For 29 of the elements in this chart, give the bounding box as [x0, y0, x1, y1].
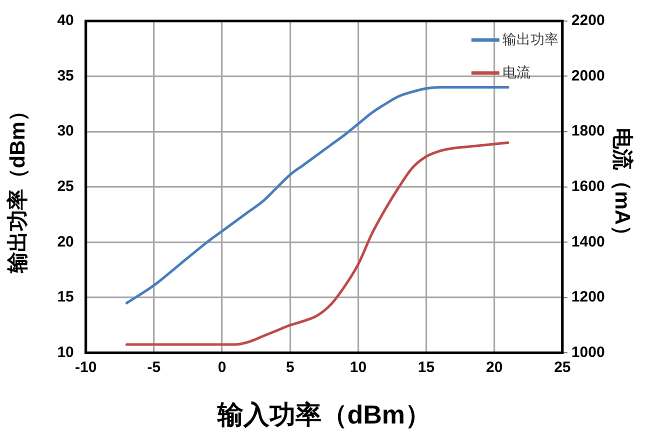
y-tick-label: 25 — [57, 178, 74, 196]
y2-tick-label: 1000 — [571, 344, 605, 361]
x-tick-label: 20 — [486, 358, 503, 376]
y-axis-title: 输出功率（dBm） — [5, 100, 30, 274]
x-tick-label: -5 — [147, 358, 161, 376]
line-series — [125, 141, 510, 346]
x-tick-label: 10 — [350, 358, 367, 376]
x-tick-label: 5 — [286, 358, 294, 376]
legend-label: 输出功率 — [502, 30, 558, 47]
y-tick-label: 15 — [57, 288, 74, 306]
y2-tick-label: 2200 — [571, 12, 605, 30]
y-tick-label: 40 — [57, 12, 74, 30]
y-tick-label: 20 — [57, 233, 74, 250]
y2-tick-label: 1800 — [571, 122, 605, 140]
y2-tick-label: 1400 — [571, 233, 605, 250]
y-tick-label: 10 — [57, 344, 74, 361]
x-tick-label: -10 — [75, 358, 97, 376]
x-axis-title: 输入功率（dBm） — [216, 400, 432, 430]
x-tick-label: 15 — [418, 358, 435, 376]
line-series — [125, 86, 510, 304]
y2-tick-label: 2000 — [571, 67, 605, 84]
y-tick-label: 35 — [57, 67, 74, 84]
y2-tick-label: 1600 — [571, 178, 605, 196]
x-tick-label: 25 — [554, 358, 571, 376]
y2-tick-label: 1200 — [571, 288, 605, 306]
y-tick-label: 30 — [57, 122, 74, 140]
x-tick-label: 0 — [218, 358, 226, 376]
y2-axis-title: 电流（mA） — [610, 128, 635, 246]
legend-label: 电流 — [502, 64, 530, 80]
